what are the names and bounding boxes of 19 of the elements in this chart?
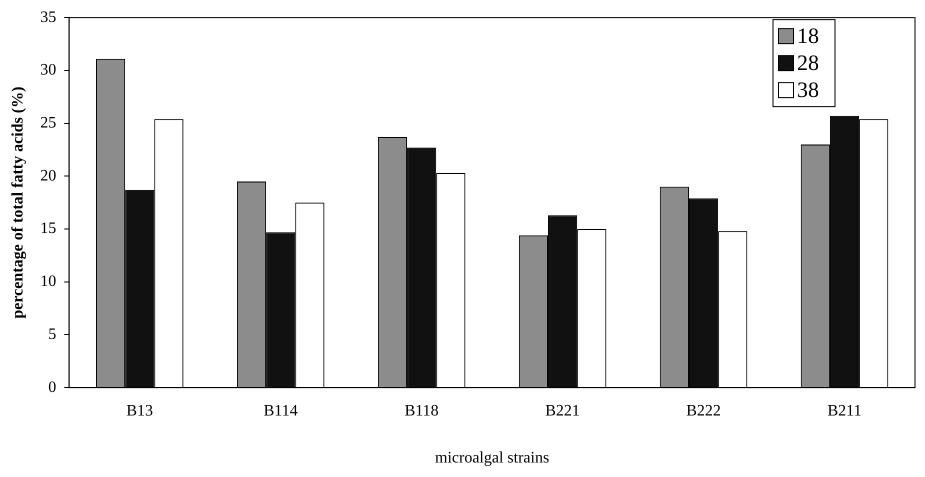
y-tick-label: 35: [40, 8, 56, 26]
y-tick-label: 20: [40, 167, 56, 184]
x-tick-label: B118: [404, 402, 439, 420]
legend-label: 18: [797, 22, 819, 48]
x-tick-label: B221: [545, 402, 580, 420]
y-axis-title: percentage of total fatty acids (%): [10, 86, 27, 319]
legend-label: 38: [797, 76, 819, 102]
y-tick-label: 15: [40, 220, 56, 238]
y-tick-label: 0: [48, 378, 56, 396]
y-tick-label: 10: [40, 273, 56, 290]
y-tick-label: 5: [48, 326, 56, 343]
x-tick-label: B222: [686, 402, 721, 420]
x-tick-label: B13: [126, 402, 154, 420]
legend-label: 28: [797, 50, 819, 75]
x-tick-label: B114: [264, 402, 298, 420]
y-tick-label: 25: [40, 114, 56, 132]
x-axis-title: microalgal strains: [435, 450, 550, 467]
x-tick-label: B211: [827, 402, 862, 420]
y-tick-label: 30: [40, 62, 56, 79]
